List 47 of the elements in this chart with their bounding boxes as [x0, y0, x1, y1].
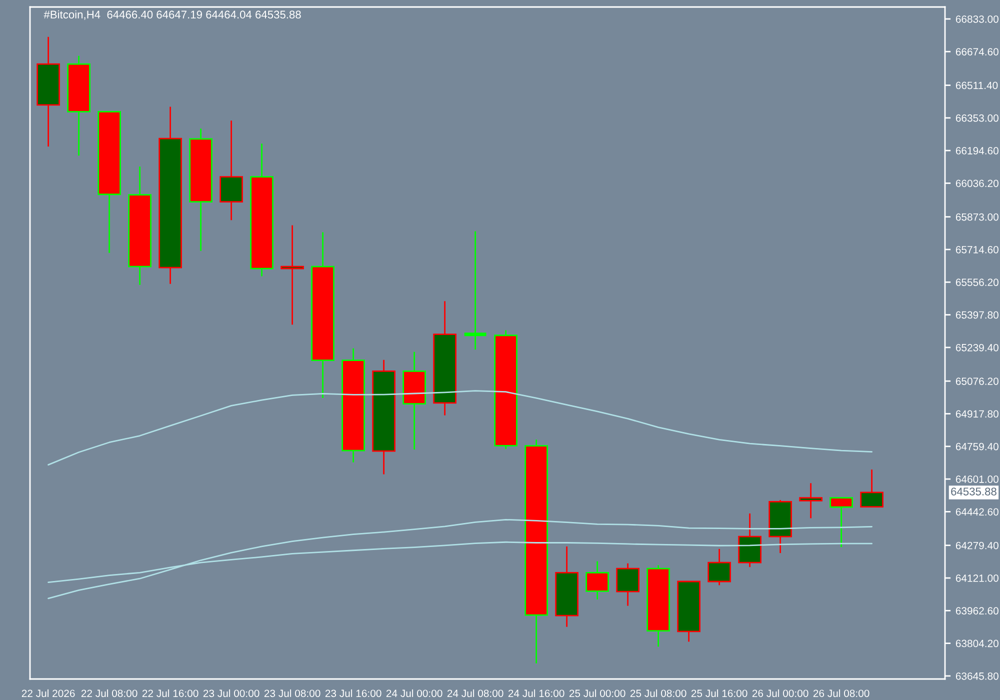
- y-tick-label: 63962.60: [956, 607, 998, 615]
- x-tick-label: 24 Jul 00:00: [386, 689, 442, 698]
- y-tick-label: 65076.20: [956, 378, 998, 385]
- y-tick-label: 66353.00: [956, 114, 998, 122]
- x-tick-label: 24 Jul 08:00: [447, 689, 504, 698]
- y-tick-label: 66511.40: [956, 82, 998, 90]
- candlestick: [616, 562, 640, 607]
- x-tick-label: 22 Jul 2026: [22, 689, 75, 698]
- y-tick-label: 64121.00: [956, 574, 998, 582]
- y-tick-label: 64279.40: [956, 542, 998, 550]
- x-tick-label: 26 Jul 08:00: [813, 689, 870, 698]
- y-tick-label: 65714.60: [956, 246, 998, 254]
- x-tick-label: 23 Jul 08:00: [264, 689, 320, 698]
- line-series: [48, 390, 872, 466]
- candlestick: [799, 482, 822, 519]
- y-tick-label: 66674.60: [956, 48, 998, 56]
- y-tick-label: 63645.80: [956, 672, 998, 680]
- x-tick-label: 25 Jul 16:00: [691, 689, 748, 698]
- line-series: [48, 518, 872, 600]
- y-tick-label: 64601.00: [956, 476, 998, 483]
- candlestick: [280, 224, 304, 326]
- candlestick: [464, 230, 486, 350]
- candlestick: [586, 560, 609, 600]
- x-tick-label: 23 Jul 00:00: [203, 689, 260, 698]
- y-tick-label: 63804.20: [956, 640, 998, 648]
- y-tick-label: 65873.00: [956, 213, 998, 221]
- x-tick-label: 26 Jul 00:00: [752, 689, 808, 698]
- y-tick-label: 66833.00: [956, 15, 998, 23]
- y-tick-label: 66036.20: [956, 180, 998, 188]
- chart-title: #Bitcoin,H4 64466.40 64647.19 64464.04 64535.88: [44, 10, 301, 20]
- x-tick-label: 24 Jul 16:00: [508, 689, 564, 698]
- y-tick-label: 65239.40: [956, 344, 998, 352]
- candlestick: [830, 497, 853, 548]
- x-tick-label: 22 Jul 08:00: [81, 689, 138, 698]
- y-tick-label: 65397.80: [956, 311, 998, 319]
- candlestick: [860, 468, 884, 508]
- x-tick-label: 23 Jul 16:00: [325, 689, 382, 698]
- x-tick-label: 25 Jul 08:00: [630, 689, 686, 698]
- y-tick-label: 64442.60: [956, 508, 998, 516]
- y-tick-label: 66194.60: [956, 147, 998, 154]
- x-tick-label: 22 Jul 16:00: [142, 689, 198, 698]
- y-tick-label: 64759.40: [956, 442, 998, 450]
- candlestick: [708, 548, 731, 586]
- y-tick-label: 64917.80: [956, 410, 998, 418]
- text: 64535.88: [951, 488, 996, 496]
- y-tick-label: 65556.20: [956, 278, 998, 286]
- x-tick-label: 25 Jul 00:00: [569, 689, 626, 698]
